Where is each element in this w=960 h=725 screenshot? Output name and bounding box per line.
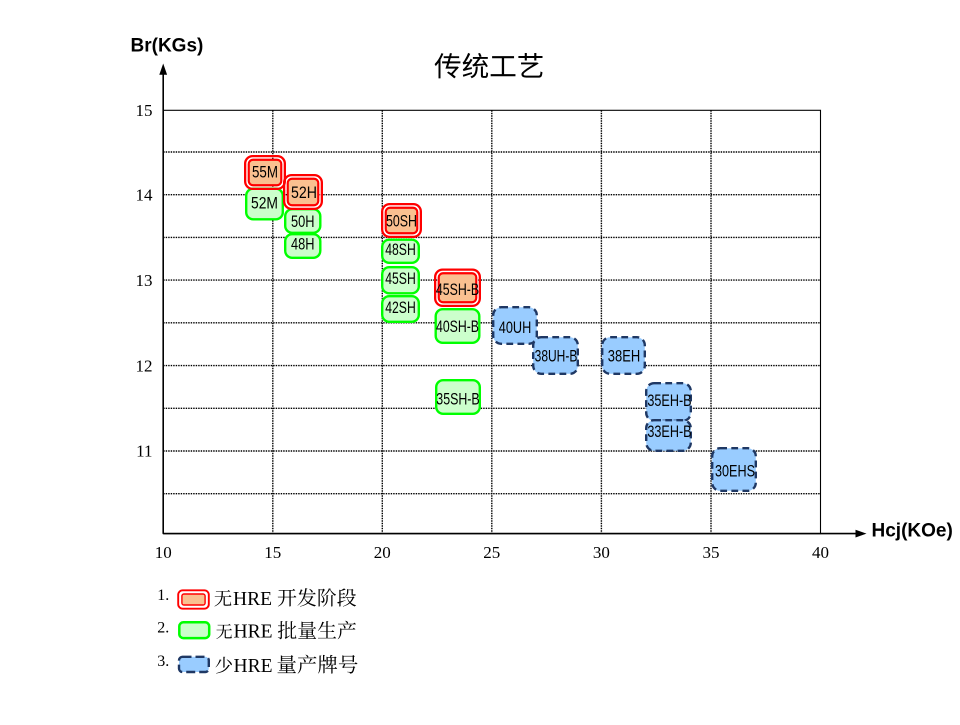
svg-text:48SH: 48SH: [385, 241, 416, 259]
svg-text:45SH-B: 45SH-B: [436, 281, 479, 299]
svg-text:1.: 1.: [157, 587, 169, 604]
svg-text:20: 20: [374, 543, 391, 562]
svg-text:25: 25: [483, 543, 500, 562]
svg-text:HRE: HRE: [234, 656, 273, 677]
svg-text:38EH: 38EH: [608, 348, 640, 366]
svg-text:48H: 48H: [291, 236, 315, 254]
svg-text:40SH-B: 40SH-B: [436, 318, 479, 336]
svg-text:15: 15: [136, 101, 153, 120]
svg-text:33EH-B: 33EH-B: [647, 423, 691, 441]
svg-text:40UH: 40UH: [499, 319, 532, 337]
svg-text:10: 10: [155, 543, 172, 562]
svg-text:55M: 55M: [252, 164, 278, 182]
svg-text:35EH-B: 35EH-B: [647, 392, 691, 410]
svg-text:12: 12: [136, 356, 153, 375]
svg-text:Br(KGs): Br(KGs): [131, 36, 204, 57]
svg-text:15: 15: [264, 543, 281, 562]
svg-text:2.: 2.: [157, 619, 169, 636]
svg-text:52H: 52H: [291, 184, 317, 202]
svg-text:40: 40: [812, 543, 829, 562]
svg-text:13: 13: [136, 271, 153, 290]
svg-text:42SH: 42SH: [385, 299, 416, 317]
svg-text:52M: 52M: [251, 195, 278, 213]
svg-text:HRE: HRE: [233, 589, 272, 610]
svg-text:35: 35: [703, 543, 720, 562]
svg-text:HRE: HRE: [234, 622, 273, 643]
svg-text:Hcj(KOe): Hcj(KOe): [872, 521, 953, 542]
svg-text:50SH: 50SH: [386, 213, 417, 231]
svg-text:30: 30: [593, 543, 610, 562]
svg-text:35SH-B: 35SH-B: [436, 391, 479, 409]
svg-text:38UH-B: 38UH-B: [535, 348, 578, 366]
svg-text:30EHS: 30EHS: [715, 463, 755, 481]
svg-text:45SH: 45SH: [385, 270, 416, 288]
svg-text:11: 11: [136, 442, 152, 461]
svg-text:3.: 3.: [157, 653, 169, 670]
svg-text:50H: 50H: [291, 213, 315, 231]
svg-text:14: 14: [136, 185, 154, 204]
